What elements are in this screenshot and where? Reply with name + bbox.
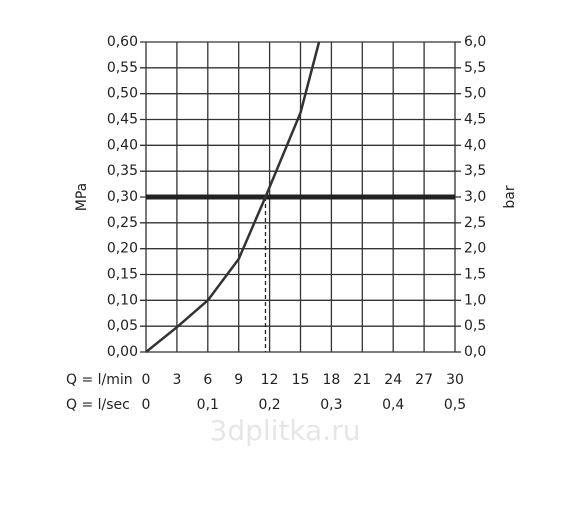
y2-tick-label: 0,0 bbox=[464, 344, 486, 360]
y-tick-label: 0,25 bbox=[107, 215, 138, 231]
x2-tick-label: 0,3 bbox=[320, 397, 342, 413]
watermark: 3dplitka.ru bbox=[210, 414, 361, 447]
x-tick-label: 24 bbox=[384, 372, 402, 388]
y-tick-label: 0,45 bbox=[107, 112, 138, 128]
y-tick-label: 0,40 bbox=[107, 137, 138, 153]
x-axis-label: Q = l/min bbox=[66, 372, 133, 388]
y2-tick-label: 3,5 bbox=[464, 163, 486, 179]
y2-tick-label: 2,0 bbox=[464, 241, 486, 257]
y-tick-label: 0,10 bbox=[107, 292, 138, 308]
y-tick-label: 0,30 bbox=[107, 189, 138, 205]
x-tick-label: 21 bbox=[353, 372, 371, 388]
y2-tick-label: 4,5 bbox=[464, 112, 486, 128]
series-line bbox=[145, 41, 321, 353]
x2-tick-label: 0,4 bbox=[382, 397, 404, 413]
x-tick-label: 9 bbox=[234, 372, 243, 388]
x2-tick-label: 0,2 bbox=[258, 397, 280, 413]
y2-axis-label: bar bbox=[502, 185, 518, 208]
y-tick-label: 0,05 bbox=[107, 318, 138, 334]
x-tick-label: 30 bbox=[446, 372, 464, 388]
y2-tick-label: 2,5 bbox=[464, 215, 486, 231]
y2-tick-label: 1,5 bbox=[464, 267, 486, 283]
y-tick-label: 0,15 bbox=[107, 267, 138, 283]
x-tick-label: 12 bbox=[261, 372, 279, 388]
y-tick-label: 0,55 bbox=[107, 60, 138, 76]
x2-tick-label: 0,1 bbox=[197, 397, 219, 413]
y2-tick-label: 5,0 bbox=[464, 86, 486, 102]
y-tick-label: 0,50 bbox=[107, 86, 138, 102]
y2-tick-label: 4,0 bbox=[464, 137, 486, 153]
y-axis-label: MPa bbox=[74, 183, 90, 211]
y-tick-label: 0,35 bbox=[107, 163, 138, 179]
x-tick-label: 15 bbox=[292, 372, 310, 388]
x-tick-label: 3 bbox=[172, 372, 181, 388]
y2-tick-label: 6,0 bbox=[464, 34, 486, 50]
x2-axis-label: Q = l/sec bbox=[66, 397, 130, 413]
x2-tick-label: 0 bbox=[142, 397, 151, 413]
y-tick-label: 0,60 bbox=[107, 34, 138, 50]
x2-tick-label: 0,5 bbox=[444, 397, 466, 413]
y2-tick-label: 0,5 bbox=[464, 318, 486, 334]
x-tick-label: 0 bbox=[142, 372, 151, 388]
y-tick-label: 0,20 bbox=[107, 241, 138, 257]
x-tick-label: 6 bbox=[203, 372, 212, 388]
y2-tick-label: 5,5 bbox=[464, 60, 486, 76]
y2-tick-label: 3,0 bbox=[464, 189, 486, 205]
y2-tick-label: 1,0 bbox=[464, 292, 486, 308]
x-tick-label: 27 bbox=[415, 372, 433, 388]
y-tick-label: 0,00 bbox=[107, 344, 138, 360]
x-tick-label: 18 bbox=[322, 372, 340, 388]
